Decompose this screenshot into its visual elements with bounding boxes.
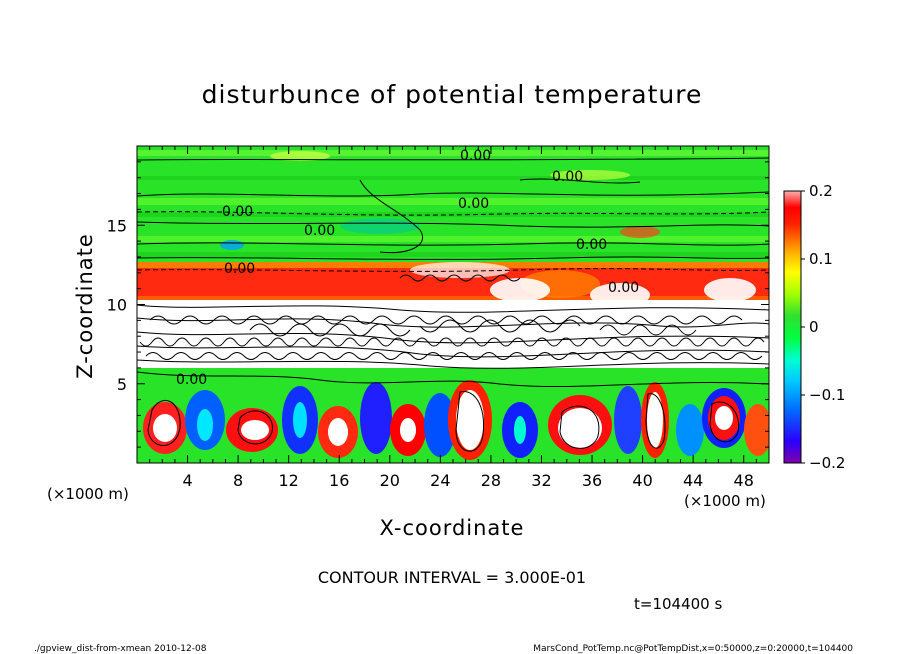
x-tick-label: 48: [734, 471, 754, 490]
x-tick-labels: 4 8 12 16 20 24 28 32 36 40 44 48: [182, 471, 753, 490]
y-tick-label: 15: [107, 216, 127, 235]
plot-area: [137, 146, 769, 463]
time-label: t=104400 s: [634, 595, 722, 613]
contour-interval-text: CONTOUR INTERVAL = 3.000E-01: [318, 568, 586, 587]
y-axis-label: Z-coordinate: [73, 233, 97, 379]
y-ticks: [137, 161, 769, 448]
contour-labels: 0.00 0.00 0.00 0.00 0.00 0.00 0.00 0.00 …: [176, 148, 639, 388]
contour-label: 0.00: [222, 204, 253, 220]
colorbar-label: −0.1: [809, 386, 845, 404]
contour-label: 0.00: [608, 280, 639, 296]
x-tick-label: 40: [632, 471, 652, 490]
y-tick-label: 5: [117, 375, 127, 394]
colorbar: [783, 190, 802, 464]
colorbar-ticks: [801, 190, 805, 464]
colorbar-label: −0.2: [809, 454, 845, 472]
chart-title: disturbunce of potential temperature: [202, 80, 703, 109]
upper-anomalies: [220, 151, 660, 250]
x-tick-label: 36: [582, 471, 602, 490]
x-tick-label: 44: [683, 471, 703, 490]
contour-label: 0.00: [458, 196, 489, 212]
warm-blobs: [410, 262, 756, 307]
y-tick-labels: 5 10 15: [107, 216, 127, 394]
x-unit-label: (×1000 m): [684, 492, 766, 510]
contour-lines: [137, 157, 769, 452]
y-tick-label: 10: [107, 296, 127, 315]
colorbar-label: 0.1: [809, 250, 833, 268]
x-axis-label: X-coordinate: [380, 516, 525, 540]
x-tick-label: 28: [481, 471, 501, 490]
x-tick-label: 24: [430, 471, 450, 490]
colorbar-label: 0: [809, 318, 819, 336]
colorbar-labels: 0.2 0.1 0 −0.1 −0.2: [809, 182, 845, 472]
turbulent-squiggles: [139, 274, 765, 360]
x-ticks: [149, 146, 757, 463]
x-tick-label: 20: [380, 471, 400, 490]
x-tick-label: 16: [329, 471, 349, 490]
contour-label: 0.00: [224, 261, 255, 277]
contour-label: 0.00: [460, 148, 491, 164]
contour-label: 0.00: [552, 169, 583, 185]
footer-left: ./gpview_dist-from-xmean 2010-12-08: [34, 644, 207, 654]
colorbar-label: 0.2: [809, 182, 833, 200]
x-tick-label: 32: [531, 471, 551, 490]
y-unit-label: (×1000 m): [47, 485, 129, 503]
x-tick-label: 8: [233, 471, 243, 490]
contour-label: 0.00: [304, 223, 335, 239]
x-tick-label: 12: [279, 471, 299, 490]
contour-label: 0.00: [576, 237, 607, 253]
contour-label: 0.00: [176, 372, 207, 388]
footer-right: MarsCond_PotTemp.nc@PotTempDist,x=0:5000…: [533, 644, 853, 654]
x-tick-label: 4: [182, 471, 192, 490]
